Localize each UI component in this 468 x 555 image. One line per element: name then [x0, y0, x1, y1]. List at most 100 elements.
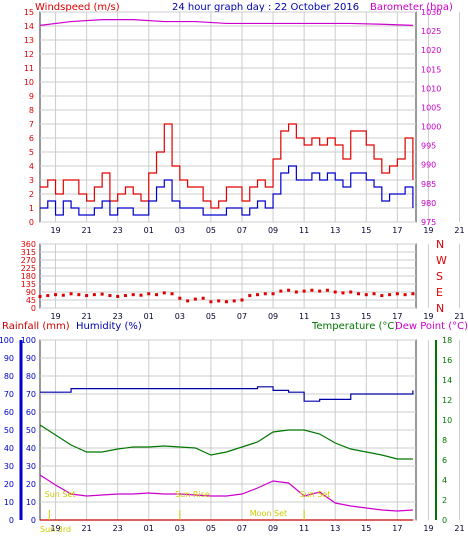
direction-point [147, 292, 151, 296]
humidity-tick-label: 90 [26, 354, 36, 363]
direction-point [256, 293, 260, 297]
x-tick-label: 01 [144, 524, 154, 533]
temperature-tick-label: 16 [442, 356, 452, 365]
wind-tick-label: 8 [29, 106, 34, 115]
x-tick-label: 09 [268, 312, 278, 321]
direction-point [271, 292, 275, 296]
direction-point [349, 290, 353, 294]
direction-tick-label: 225 [21, 264, 36, 273]
rain-tick-label: 50 [4, 426, 14, 435]
x-tick-label: 15 [361, 524, 371, 533]
direction-point [380, 294, 384, 298]
rainfall-axis-title: Rainfall (mm) [2, 321, 70, 332]
temperature-tick-label: 14 [442, 376, 452, 385]
baro-tick-label: 985 [421, 180, 436, 189]
x-tick-label: 21 [454, 226, 464, 235]
direction-point [388, 293, 392, 297]
temperature-axis-title: Temperature (°C) [311, 321, 398, 332]
direction-point [217, 299, 221, 303]
direction-point [193, 297, 197, 301]
direction-point [240, 298, 244, 302]
direction-point [357, 292, 361, 296]
baro-tick-label: 975 [421, 218, 436, 227]
x-tick-label: 19 [423, 226, 433, 235]
humidity-tick-label: 60 [26, 408, 36, 417]
direction-point [162, 291, 166, 295]
x-tick-label: 07 [237, 312, 247, 321]
dewpoint-series [39, 474, 413, 512]
wind-panel-frame [39, 11, 417, 223]
direction-point [287, 288, 291, 292]
direction-tick-label: 45 [26, 296, 36, 305]
temperature-tick-label: 12 [442, 396, 452, 405]
direction-point [170, 292, 174, 296]
baro-axis-title: Barometer (hpa) [370, 2, 453, 13]
baro-tick-label: 1010 [421, 84, 441, 93]
x-tick-label: 13 [330, 312, 340, 321]
sun-moon-annotation: Sun Rise [175, 490, 210, 499]
barometer-series [39, 19, 413, 26]
direction-point [325, 288, 329, 292]
temperature-tick-label: 6 [442, 456, 447, 465]
compass-label: E [436, 286, 443, 299]
direction-point [403, 293, 407, 297]
temperature-tick-label: 8 [442, 436, 447, 445]
direction-tick-label: 180 [21, 272, 36, 281]
rain-tick-label: 40 [4, 444, 14, 453]
direction-point [108, 294, 112, 298]
humidity-tick-label: 20 [26, 480, 36, 489]
direction-point [302, 289, 306, 293]
direction-point [294, 290, 298, 294]
direction-point [310, 288, 314, 292]
direction-point [209, 300, 213, 304]
rain-tick-label: 70 [4, 390, 14, 399]
direction-point [116, 294, 120, 298]
x-tick-label: 21 [454, 524, 464, 533]
direction-point [92, 293, 96, 297]
temperature-series [39, 424, 413, 460]
direction-point [411, 292, 415, 296]
x-tick-label: 19 [50, 524, 60, 533]
baro-tick-label: 1005 [421, 103, 441, 112]
x-tick-label: 13 [330, 524, 340, 533]
direction-point [178, 296, 182, 300]
direction-point [131, 293, 135, 297]
humidity-tick-label: 100 [21, 336, 36, 345]
rain-tick-label: 90 [4, 354, 14, 363]
direction-point [38, 294, 42, 298]
wind-tick-label: 0 [29, 218, 34, 227]
x-tick-label: 19 [423, 312, 433, 321]
wind-tick-label: 3 [29, 176, 34, 185]
wind-tick-label: 6 [29, 134, 34, 143]
direction-point [186, 299, 190, 303]
temperature-tick-label: 0 [442, 516, 447, 525]
direction-point [69, 292, 73, 296]
baro-tick-label: 980 [421, 199, 436, 208]
direction-point [85, 294, 89, 298]
direction-point [46, 294, 50, 298]
dewpoint-axis-title: Dew Point (°C) [395, 321, 468, 332]
baro-tick-label: 995 [421, 142, 436, 151]
x-tick-label: 19 [50, 226, 60, 235]
sun-moon-annotation: Sun Set [299, 490, 330, 499]
x-tick-label: 11 [299, 226, 309, 235]
x-tick-label: 01 [144, 226, 154, 235]
temperature-tick-label: 10 [442, 416, 452, 425]
direction-point [54, 293, 58, 297]
direction-point [341, 291, 345, 295]
x-tick-label: 17 [392, 524, 402, 533]
x-tick-label: 21 [82, 312, 92, 321]
compass-label: N [436, 238, 444, 251]
rain-tick-label: 100 [0, 336, 14, 345]
direction-point [263, 292, 267, 296]
wind-axis-title: Windspeed (m/s) [35, 2, 120, 13]
gust-series [40, 123, 414, 209]
temperature-tick-label: 4 [442, 476, 447, 485]
humidity-tick-label: 30 [26, 462, 36, 471]
x-tick-label: 23 [113, 524, 123, 533]
wind-tick-label: 1 [29, 204, 34, 213]
baro-tick-label: 1030 [421, 8, 441, 17]
wind-tick-label: 14 [24, 22, 34, 31]
x-tick-label: 23 [113, 226, 123, 235]
